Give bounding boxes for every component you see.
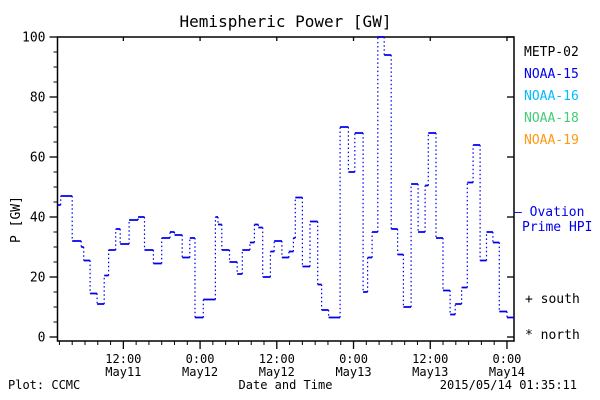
x-tick-date-label: May12 — [182, 365, 218, 379]
legend-item-metp02: METP-02 — [524, 45, 579, 60]
legend-item-noaa16: NOAA-16 — [524, 89, 579, 104]
legend-item-noaa19: NOAA-19 — [524, 133, 579, 148]
x-tick-date-label: May12 — [259, 365, 295, 379]
x-tick-time-label: 12:00 — [105, 352, 141, 366]
y-tick-label: 100 — [22, 31, 45, 46]
x-tick-time-label: 0:00 — [493, 352, 522, 366]
x-axis-title: Date and Time — [238, 378, 333, 392]
y-axis-label: P [GW] — [9, 196, 24, 243]
ovation-prime-hpi-legend: — Ovation Prime HPI — [514, 205, 600, 235]
y-tick-label: 80 — [30, 91, 46, 106]
plot-timestamp: 2015/05/14 01:35:11 — [439, 378, 577, 392]
x-tick-time-label: 0:00 — [339, 352, 368, 366]
x-tick-date-label: May13 — [335, 365, 371, 379]
legend-item-noaa18: NOAA-18 — [524, 111, 579, 126]
plot-source-label: Plot: CCMC — [8, 378, 81, 392]
chart-title: Hemispheric Power [GW] — [179, 12, 392, 31]
y-tick-label: 0 — [38, 331, 46, 346]
legend-item-noaa15: NOAA-15 — [524, 67, 579, 82]
x-tick-time-label: 12:00 — [259, 352, 295, 366]
satellite-legend: METP-02 NOAA-15 NOAA-16 NOAA-18 NOAA-19 — [524, 44, 579, 154]
hpi-step-connectors — [60, 37, 508, 318]
x-tick-date-label: May13 — [412, 365, 448, 379]
plot-border — [56, 36, 515, 342]
ovation-legend-line1: — Ovation — [514, 205, 585, 220]
x-tick-time-label: 0:00 — [186, 352, 215, 366]
x-tick-date-label: May14 — [489, 365, 525, 379]
x-tick-time-label: 12:00 — [412, 352, 448, 366]
y-tick-label: 20 — [30, 271, 46, 286]
south-marker-key: + south — [525, 292, 580, 307]
y-tick-label: 60 — [30, 151, 46, 166]
y-tick-label: 40 — [30, 211, 46, 226]
north-marker-key: * north — [525, 328, 580, 343]
hpi-step-series — [57, 36, 514, 319]
x-tick-date-label: May11 — [105, 365, 141, 379]
ovation-legend-line2: Prime HPI — [522, 220, 593, 235]
